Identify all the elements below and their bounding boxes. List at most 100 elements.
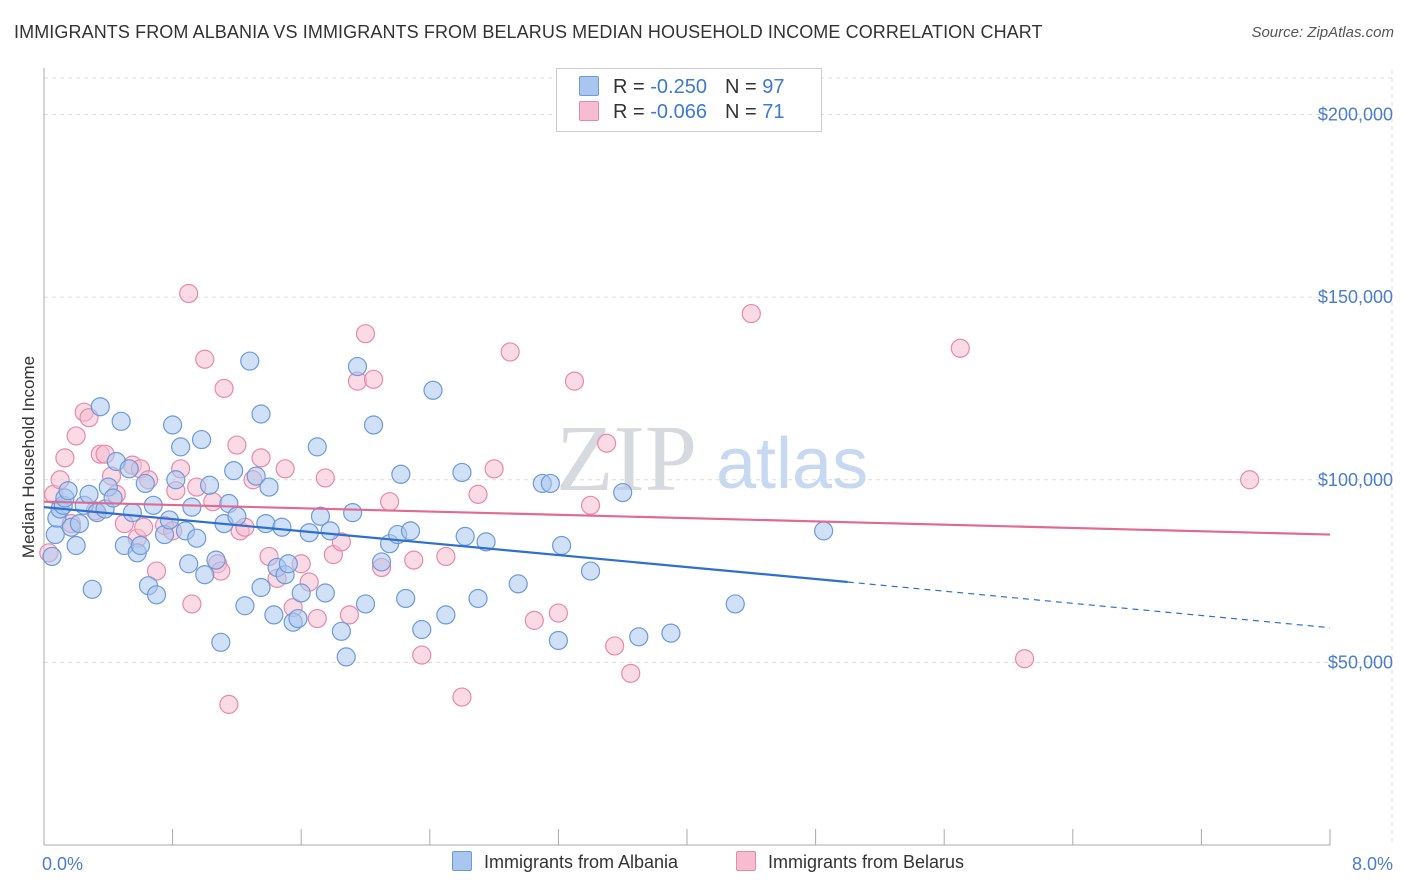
point-belarus — [436, 546, 456, 567]
point-belarus — [355, 324, 376, 344]
point-albania — [119, 459, 139, 479]
watermark-atlas: atlas — [716, 424, 868, 504]
legend-n-value: 71 — [762, 101, 785, 123]
point-belarus — [307, 608, 327, 629]
point-belarus — [484, 459, 504, 479]
legend-r-value: -0.066 — [650, 101, 707, 123]
point-belarus — [55, 448, 75, 468]
point-albania — [256, 513, 276, 534]
point-albania — [90, 397, 110, 417]
point-belarus — [66, 426, 86, 446]
point-albania — [468, 588, 488, 609]
point-albania — [246, 466, 266, 486]
bottom-legend-swatch-albania — [452, 851, 472, 871]
point-albania — [436, 605, 456, 625]
point-belarus — [1014, 649, 1035, 669]
point-albania — [307, 437, 327, 457]
point-albania — [199, 475, 220, 495]
point-albania — [111, 411, 131, 431]
y-tick-label: $150,000 — [1318, 287, 1393, 307]
point-albania — [540, 473, 560, 494]
bottom-legend-label-belarus: Immigrants from Belarus — [768, 852, 965, 872]
point-belarus — [339, 605, 360, 625]
bottom-legend-label-albania: Immigrants from Albania — [484, 852, 679, 872]
point-albania — [66, 535, 86, 556]
point-albania — [272, 517, 292, 537]
point-albania — [725, 594, 745, 614]
point-belarus — [452, 687, 472, 707]
point-belarus — [950, 338, 970, 358]
bottom-legend-belarus[interactable]: Immigrants from Belarus — [736, 851, 964, 873]
point-albania — [45, 524, 65, 545]
point-belarus — [412, 645, 432, 665]
point-albania — [135, 473, 155, 494]
point-belarus — [275, 459, 295, 479]
point-albania — [343, 503, 363, 523]
point-albania — [251, 404, 271, 424]
point-albania — [264, 605, 284, 625]
legend-r-label: R = — [613, 101, 651, 123]
legend-n-value: 97 — [762, 76, 785, 98]
point-albania — [423, 380, 443, 400]
point-albania — [331, 621, 351, 641]
point-albania — [82, 579, 102, 599]
point-albania — [355, 594, 376, 614]
point-belarus — [580, 495, 601, 515]
x-tick-label: 8.0% — [1352, 854, 1393, 874]
point-albania — [310, 506, 331, 526]
legend-r-label: R = — [613, 76, 651, 98]
point-belarus — [363, 369, 384, 389]
point-belarus — [195, 349, 215, 369]
point-albania — [179, 554, 199, 574]
point-albania — [320, 521, 340, 541]
point-albania — [206, 550, 226, 570]
point-albania — [412, 619, 432, 640]
point-albania — [182, 497, 202, 517]
source-label: Source: ZipAtlas.com — [1251, 24, 1394, 41]
y-tick-label: $100,000 — [1318, 470, 1393, 490]
legend-n-label: N = — [724, 76, 763, 98]
point-albania — [171, 437, 191, 457]
point-belarus — [315, 468, 335, 488]
point-belarus — [251, 448, 271, 468]
point-albania — [251, 577, 271, 598]
point-belarus — [179, 283, 199, 304]
y-axis-label: Median Household Income — [19, 356, 38, 558]
point-albania — [814, 521, 834, 541]
point-albania — [278, 554, 298, 574]
point-albania — [629, 627, 649, 647]
series-albania-points — [42, 351, 834, 667]
x-tick-labels: 0.0% 8.0% — [42, 854, 1393, 874]
legend-n-label: N = — [724, 101, 763, 123]
point-belarus — [1240, 470, 1260, 490]
point-belarus — [564, 371, 585, 391]
point-albania — [235, 596, 255, 616]
point-belarus — [500, 342, 520, 362]
point-albania — [508, 574, 528, 594]
point-albania — [476, 532, 496, 552]
point-albania — [195, 565, 215, 585]
point-albania — [452, 462, 472, 483]
chart-title: IMMIGRANTS FROM ALBANIA VS IMMIGRANTS FR… — [14, 22, 1043, 42]
point-albania — [146, 585, 167, 605]
legend-swatch-albania — [579, 76, 599, 96]
legend-r-value: -0.250 — [650, 76, 707, 98]
point-albania — [455, 526, 475, 546]
point-belarus — [227, 435, 247, 455]
point-belarus — [219, 694, 239, 714]
point-albania — [552, 535, 572, 556]
point-albania — [224, 461, 244, 481]
point-albania — [130, 535, 151, 556]
point-albania — [166, 470, 186, 490]
point-albania — [259, 477, 279, 497]
point-belarus — [203, 492, 223, 512]
point-belarus — [380, 492, 400, 512]
point-belarus — [404, 550, 424, 570]
point-albania — [347, 356, 368, 377]
bottom-legend-albania[interactable]: Immigrants from Albania — [452, 851, 678, 873]
point-albania — [396, 588, 416, 609]
y-tick-labels: $50,000 $100,000 $150,000 $200,000 — [1318, 105, 1393, 673]
series-belarus-points — [39, 283, 1260, 714]
point-albania — [211, 632, 231, 652]
point-belarus — [214, 378, 234, 399]
